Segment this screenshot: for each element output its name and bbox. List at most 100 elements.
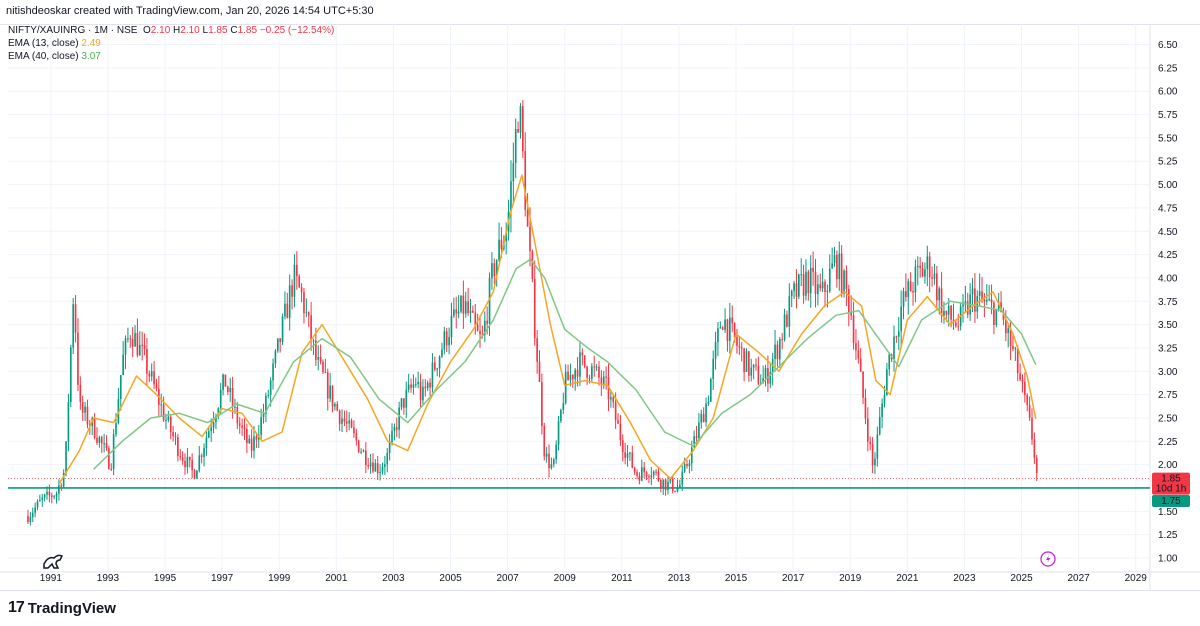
dino-icon[interactable] xyxy=(43,554,64,569)
candle-up xyxy=(800,274,803,276)
candle-down xyxy=(367,464,370,467)
y-tick-label: 5.50 xyxy=(1158,133,1178,144)
candle-down xyxy=(410,384,412,388)
candle-down xyxy=(364,450,367,465)
candle-up xyxy=(491,263,493,279)
low-value: 1.85 xyxy=(208,25,228,36)
candle-up xyxy=(712,358,715,379)
x-tick-label: 2011 xyxy=(611,573,633,584)
candle-up xyxy=(165,420,167,422)
candle-up xyxy=(652,471,655,476)
top-caption-bar: nitishdeoskar created with TradingView.c… xyxy=(0,0,1200,25)
candle-up xyxy=(67,402,70,442)
candle-up xyxy=(560,409,562,422)
x-tick-label: 2025 xyxy=(1010,573,1033,584)
candle-up xyxy=(426,382,429,389)
last-price-tag-bg xyxy=(1152,472,1190,495)
candle-down xyxy=(169,416,172,433)
candle-down xyxy=(819,284,822,289)
candle-up xyxy=(248,438,251,444)
chart-legend: NIFTY/XAUINRG · 1M · NSE O2.10 H2.10 L1.… xyxy=(8,24,334,63)
candle-down xyxy=(338,410,341,424)
ema40-row[interactable]: EMA (40, close) 3.07 xyxy=(8,50,334,63)
candle-up xyxy=(774,344,776,360)
ema13-line xyxy=(58,174,1037,484)
candle-up xyxy=(602,376,605,385)
candle-up xyxy=(700,413,703,423)
candle-down xyxy=(541,381,543,427)
candle-up xyxy=(724,319,726,330)
candle-down xyxy=(807,271,810,294)
candle-up xyxy=(591,366,593,379)
candle-down xyxy=(912,291,914,293)
candle-up xyxy=(897,331,900,337)
candle-up xyxy=(84,406,86,413)
countdown-tag: 10d 1h xyxy=(1156,484,1187,495)
price-chart[interactable]: 1991 1993 1995 1997 1999 2001 2003 2005 2007 2009… xyxy=(0,24,1200,590)
candle-down xyxy=(181,457,184,461)
candle-up xyxy=(210,427,213,432)
candle-down xyxy=(605,376,607,378)
y-tick-label: 6.50 xyxy=(1158,40,1178,51)
candle-up xyxy=(379,471,381,474)
candle-up xyxy=(293,264,296,297)
candle-up xyxy=(698,422,700,439)
candle-down xyxy=(617,420,619,424)
candle-down xyxy=(353,427,355,434)
candle-down xyxy=(736,337,738,346)
candle-up xyxy=(219,390,222,409)
candle-down xyxy=(86,406,89,425)
candle-down xyxy=(162,404,165,421)
candle-up xyxy=(34,507,36,513)
candle-down xyxy=(733,323,736,338)
price-axis[interactable]: 1.00 1.25 1.501.75 2.00 2.25 2.50 2.75 3.00 3.25… xyxy=(1158,40,1178,564)
candle-down xyxy=(179,456,182,458)
candle-down xyxy=(357,440,360,453)
candle-up xyxy=(460,295,462,312)
support-tag-bg xyxy=(1152,494,1190,507)
candle-up xyxy=(276,338,279,351)
candle-up xyxy=(650,475,653,478)
candle-up xyxy=(498,239,500,261)
candle-down xyxy=(286,303,289,319)
candle-down xyxy=(467,301,469,314)
candle-down xyxy=(177,437,179,457)
y-tick-label: 4.25 xyxy=(1158,250,1178,261)
candle-down xyxy=(836,254,838,280)
candle-up xyxy=(272,363,274,381)
candle-up xyxy=(464,301,467,314)
candle-down xyxy=(983,299,986,302)
ema13-row[interactable]: EMA (13, close) 2.49 xyxy=(8,37,334,50)
x-tick-label: 2029 xyxy=(1125,573,1148,584)
candle-down xyxy=(250,438,253,451)
candle-up xyxy=(215,416,217,423)
chart-pane[interactable]: 1991 1993 1995 1997 1999 2001 2003 2005 2007 2009… xyxy=(0,24,1200,590)
candle-up xyxy=(72,304,75,348)
candle-up xyxy=(752,364,755,368)
candle-up xyxy=(281,316,284,342)
candle-up xyxy=(545,453,548,457)
candle-up xyxy=(519,106,522,133)
candle-down xyxy=(60,485,63,487)
x-tick-label: 1993 xyxy=(97,573,120,584)
candle-down xyxy=(824,281,826,293)
candle-up xyxy=(317,357,320,360)
y-tick-label: 2.50 xyxy=(1158,413,1178,424)
symbol-label[interactable]: NIFTY/XAUINRG · 1M · NSE xyxy=(8,25,138,36)
time-axis[interactable]: 1991 1993 1995 1997 1999 2001 2003 2005 2007 2009… xyxy=(40,573,1148,584)
candle-up xyxy=(160,404,163,406)
high-label: H xyxy=(173,25,181,36)
candle-up xyxy=(407,384,410,390)
candle-down xyxy=(795,283,798,297)
tradingview-logo[interactable]: 17 TradingView xyxy=(8,599,116,617)
candle-up xyxy=(39,499,41,502)
candle-up xyxy=(709,378,712,402)
x-tick-label: 2013 xyxy=(668,573,691,584)
candle-up xyxy=(41,497,44,500)
lightning-icon[interactable] xyxy=(1040,551,1056,567)
candle-down xyxy=(1026,395,1029,406)
candle-down xyxy=(767,368,769,384)
candle-down xyxy=(479,330,481,335)
y-tick-label: 4.00 xyxy=(1158,273,1178,284)
last-price-tag: 1.85 xyxy=(1161,474,1181,485)
